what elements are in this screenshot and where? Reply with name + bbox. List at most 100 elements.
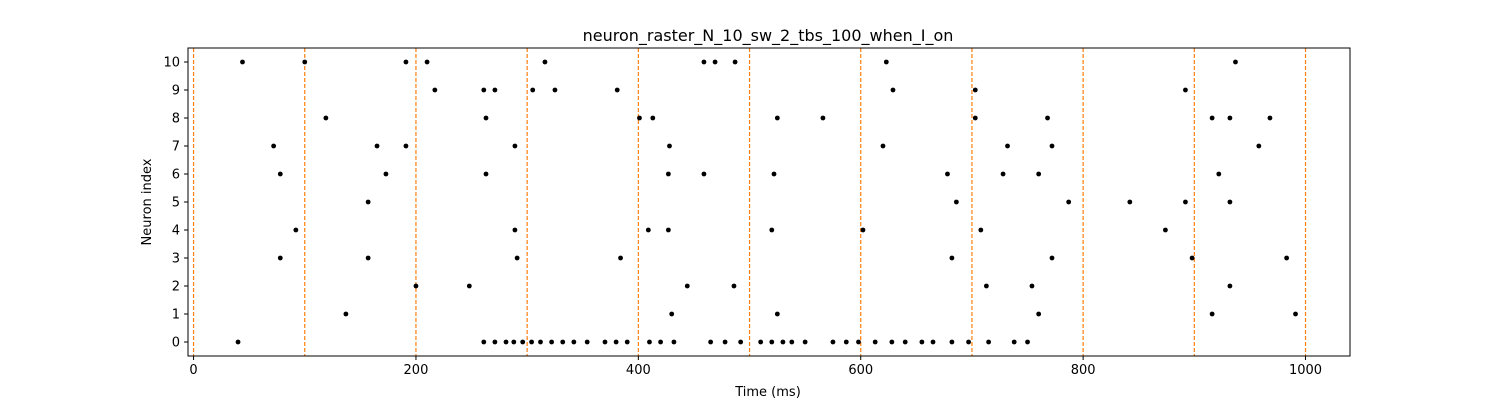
spike-point	[1233, 59, 1238, 65]
spike-point	[856, 339, 861, 345]
y-tick-label: 6	[172, 168, 180, 183]
spike-point	[731, 283, 737, 289]
spike-point	[802, 339, 808, 345]
spike-point	[986, 339, 992, 345]
spike-point	[529, 339, 534, 345]
spike-point	[820, 115, 826, 121]
x-tick-label: 400	[626, 363, 651, 378]
spike-point	[511, 339, 517, 345]
x-tick-label: 800	[1071, 363, 1096, 378]
spike-point	[277, 255, 283, 261]
spike-point	[240, 59, 245, 65]
spike-point	[860, 227, 866, 233]
spike-point	[684, 283, 690, 289]
spike-point	[1216, 171, 1222, 177]
spike-point	[520, 339, 526, 345]
spike-point	[789, 339, 795, 345]
spike-point	[774, 311, 780, 317]
spike-point	[481, 339, 487, 345]
x-tick-label: 600	[848, 363, 873, 378]
spike-point	[365, 199, 371, 205]
spike-point	[466, 283, 472, 289]
spike-point	[1209, 115, 1215, 121]
spike-point	[514, 255, 520, 261]
spike-point	[1227, 199, 1233, 205]
y-tick-label: 8	[172, 112, 180, 127]
spike-point	[542, 59, 548, 65]
y-axis-ticks: 0 1 2 3 4 5 6 7 8 9 10	[163, 56, 188, 351]
y-tick-label: 9	[172, 84, 180, 99]
x-tick-label: 1000	[1289, 363, 1322, 378]
spike-point	[549, 339, 555, 345]
spike-point	[889, 339, 895, 345]
spike-point	[669, 311, 675, 317]
spike-point	[538, 339, 543, 345]
spike-point	[613, 339, 619, 345]
spike-point	[483, 115, 489, 121]
spike-point	[1284, 255, 1290, 261]
spike-point	[374, 143, 380, 149]
y-tick-label: 5	[172, 196, 180, 211]
spike-point	[618, 255, 623, 261]
spike-point	[1183, 87, 1188, 93]
x-tick-label: 0	[189, 363, 197, 378]
spike-point	[780, 339, 786, 345]
spike-point	[584, 339, 590, 345]
spike-point	[966, 339, 971, 345]
spike-point	[732, 59, 738, 65]
spike-point	[972, 87, 978, 93]
spike-point	[1267, 115, 1273, 121]
spike-point	[1189, 255, 1195, 261]
spike-point	[701, 59, 707, 65]
spike-point	[872, 339, 878, 345]
spike-point	[774, 115, 780, 121]
spike-point	[1000, 171, 1006, 177]
spike-point	[302, 59, 308, 65]
spike-point	[235, 339, 241, 345]
spike-point	[758, 339, 764, 345]
spike-point	[277, 171, 283, 177]
spike-point	[1227, 283, 1233, 289]
spike-point	[930, 339, 936, 345]
spike-point	[271, 143, 277, 149]
spike-point	[293, 227, 299, 233]
plot-frame	[187, 47, 1351, 357]
spike-point	[1036, 311, 1042, 317]
spike-point	[323, 115, 329, 121]
y-axis-label: Neuron index	[140, 158, 155, 245]
spike-point	[712, 59, 718, 65]
spike-point	[665, 171, 671, 177]
spike-point	[403, 143, 409, 149]
spike-point	[890, 87, 896, 93]
spike-point	[614, 87, 620, 93]
spike-point	[771, 171, 777, 177]
spike-point	[1256, 143, 1262, 149]
spike-point	[953, 199, 959, 205]
spike-point	[949, 255, 955, 261]
spike-points	[235, 59, 1298, 345]
spike-point	[667, 143, 672, 149]
spike-point	[343, 311, 349, 317]
spike-point	[1209, 311, 1215, 317]
spike-point	[481, 87, 487, 93]
spike-point	[1045, 115, 1050, 121]
spike-point	[1066, 199, 1072, 205]
spike-point	[902, 339, 908, 345]
spike-point	[738, 339, 744, 345]
spike-point	[365, 255, 371, 261]
spike-point	[492, 87, 498, 93]
y-tick-label: 3	[172, 252, 180, 267]
spike-point	[571, 339, 577, 345]
spike-point	[945, 171, 950, 177]
y-tick-label: 4	[172, 224, 180, 239]
y-tick-label: 10	[163, 56, 180, 71]
y-tick-label: 2	[172, 280, 180, 295]
spike-point	[978, 227, 984, 233]
spike-point	[650, 115, 656, 121]
spike-point	[637, 115, 642, 121]
spike-point	[552, 87, 558, 93]
spike-point	[830, 339, 836, 345]
spike-point	[1025, 339, 1030, 345]
spike-point	[560, 339, 566, 345]
